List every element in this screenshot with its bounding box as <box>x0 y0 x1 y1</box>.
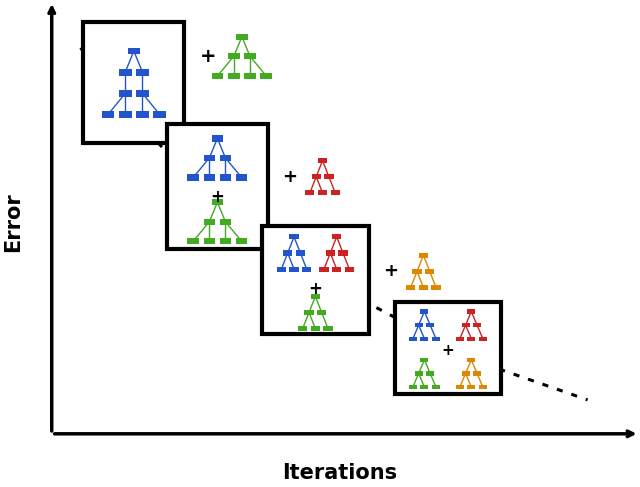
Bar <box>154 111 166 118</box>
Bar <box>220 155 231 161</box>
Text: Error: Error <box>3 192 23 252</box>
Bar <box>204 219 215 225</box>
Bar <box>419 253 428 258</box>
Bar <box>425 269 435 274</box>
Bar <box>456 337 464 341</box>
Bar <box>345 266 354 272</box>
Bar <box>283 250 292 256</box>
Text: +: + <box>211 188 225 206</box>
Bar <box>420 309 428 314</box>
Bar <box>102 111 115 118</box>
Bar <box>420 358 428 362</box>
Bar <box>432 385 440 389</box>
Bar <box>136 69 149 75</box>
Bar <box>236 238 248 244</box>
Bar <box>323 326 333 331</box>
Bar <box>406 285 415 290</box>
Bar <box>317 310 326 315</box>
Bar <box>456 385 464 389</box>
Bar <box>426 323 434 327</box>
Bar <box>311 294 320 299</box>
Bar <box>220 219 231 225</box>
Bar <box>415 371 422 375</box>
Bar <box>119 90 132 97</box>
Bar <box>339 250 348 256</box>
Bar <box>415 323 422 327</box>
Bar <box>236 34 248 40</box>
Bar <box>324 174 333 179</box>
Bar <box>419 285 428 290</box>
Bar <box>188 238 199 244</box>
Text: Iterations: Iterations <box>282 464 397 484</box>
Bar <box>212 199 223 206</box>
Bar <box>305 190 314 195</box>
Bar <box>332 234 341 240</box>
Bar <box>432 337 440 341</box>
Bar <box>296 250 305 256</box>
Bar <box>228 53 239 59</box>
Bar <box>326 250 335 256</box>
Bar <box>426 371 434 375</box>
Text: +: + <box>282 168 297 186</box>
Text: +: + <box>200 47 217 66</box>
Bar <box>461 371 470 375</box>
Bar <box>136 90 149 97</box>
Bar <box>311 326 320 331</box>
Bar <box>467 358 476 362</box>
Bar <box>479 385 487 389</box>
Bar <box>467 385 476 389</box>
Bar <box>212 73 223 79</box>
Bar <box>319 266 328 272</box>
Bar <box>204 174 215 181</box>
Bar <box>127 48 140 55</box>
Bar <box>260 73 272 79</box>
Bar <box>473 323 481 327</box>
Bar <box>318 190 327 195</box>
Bar <box>420 385 428 389</box>
Bar <box>204 238 215 244</box>
Bar <box>420 337 428 341</box>
Bar <box>136 111 149 118</box>
Text: +: + <box>383 262 398 281</box>
Bar <box>119 111 132 118</box>
Bar <box>331 190 340 195</box>
Bar <box>236 174 248 181</box>
Bar <box>305 310 314 315</box>
Bar <box>409 385 417 389</box>
Bar <box>412 269 422 274</box>
Bar <box>212 135 223 142</box>
Bar <box>332 266 341 272</box>
Bar <box>318 158 327 163</box>
Bar <box>204 155 215 161</box>
Bar <box>467 309 476 314</box>
Bar <box>167 124 268 249</box>
Text: +: + <box>308 280 323 298</box>
Bar <box>312 174 321 179</box>
Bar <box>302 266 311 272</box>
Bar <box>479 337 487 341</box>
Bar <box>119 69 132 75</box>
Bar <box>220 238 231 244</box>
Bar <box>228 73 239 79</box>
Text: +: + <box>442 343 454 358</box>
Bar <box>262 226 369 334</box>
Bar <box>395 302 501 393</box>
Bar <box>461 323 470 327</box>
Bar <box>188 174 199 181</box>
Bar <box>220 174 231 181</box>
Bar <box>298 326 307 331</box>
Bar <box>244 53 256 59</box>
Bar <box>467 337 476 341</box>
Bar <box>244 73 256 79</box>
Bar <box>473 371 481 375</box>
Bar <box>289 234 299 240</box>
Bar <box>409 337 417 341</box>
Bar <box>83 22 184 143</box>
Bar <box>289 266 299 272</box>
Bar <box>276 266 286 272</box>
Bar <box>431 285 441 290</box>
